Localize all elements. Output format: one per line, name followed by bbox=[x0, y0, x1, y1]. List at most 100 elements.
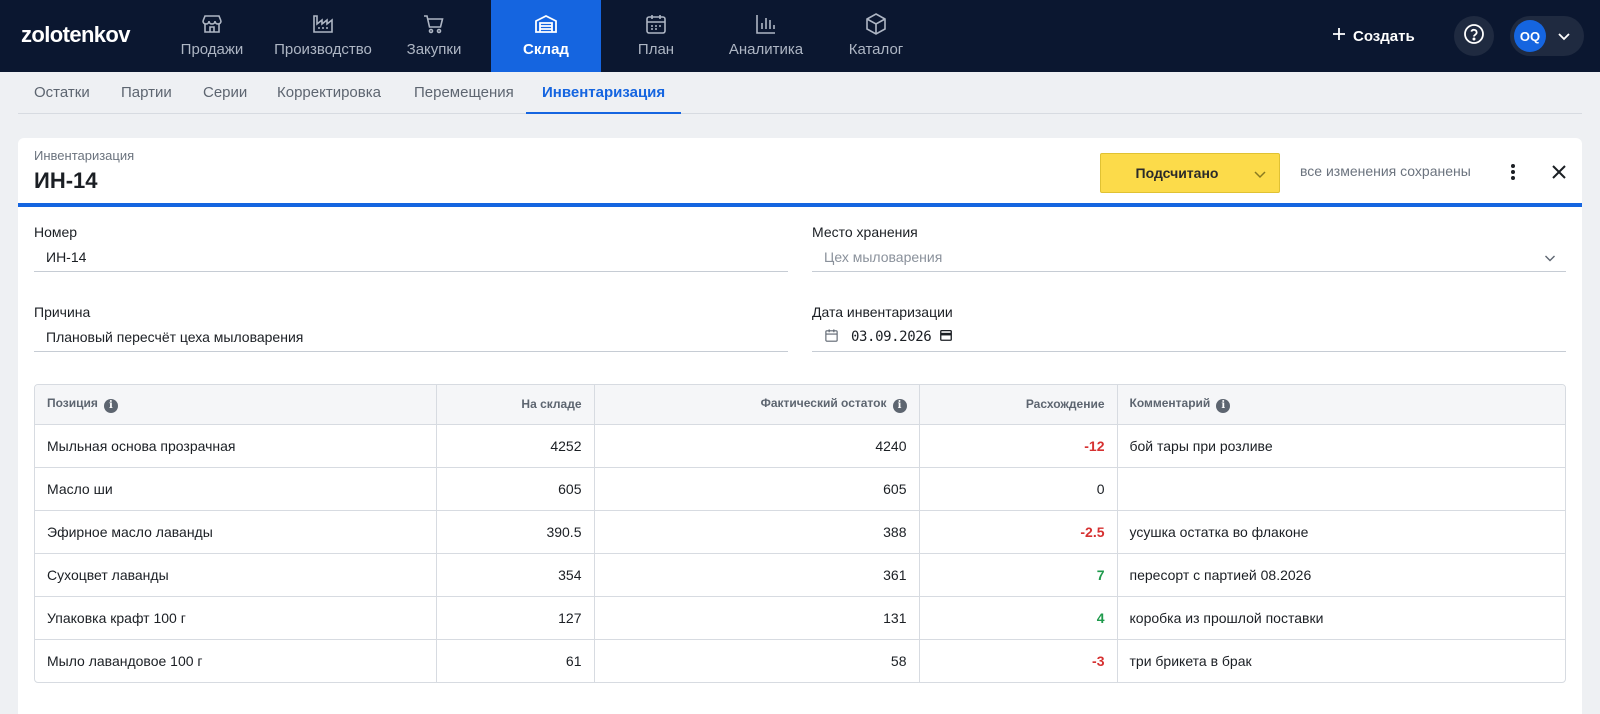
cell-actual[interactable]: 605 bbox=[594, 467, 920, 511]
close-button[interactable] bbox=[1548, 161, 1570, 183]
cell-position: Эфирное масло лаванды bbox=[35, 510, 437, 554]
reason-value: Плановый пересчёт цеха мыловарения bbox=[46, 328, 304, 345]
date-field[interactable]: 03.09.2026 bbox=[812, 322, 1566, 352]
cell-comment[interactable] bbox=[1117, 467, 1565, 511]
chevron-down-icon bbox=[1253, 167, 1267, 184]
nav-item-production[interactable]: Производство bbox=[266, 0, 380, 72]
cell-in-stock: 61 bbox=[436, 639, 595, 682]
brand-logo[interactable]: zolotenkov bbox=[21, 22, 131, 47]
cell-actual[interactable]: 4240 bbox=[594, 424, 920, 468]
cell-position: Сухоцвет лаванды bbox=[35, 553, 437, 597]
inventory-table: Позиция i На складе Фактический остаток i … bbox=[34, 384, 1566, 683]
cell-position: Масло ши bbox=[35, 467, 437, 511]
cell-in-stock: 4252 bbox=[436, 424, 595, 468]
nav-item-plan[interactable]: План bbox=[616, 0, 696, 72]
status-dropdown[interactable]: Подсчитано bbox=[1100, 153, 1280, 193]
cell-comment[interactable]: усушка остатка во флаконе bbox=[1117, 510, 1565, 554]
column-header-actual[interactable]: Фактический остаток i bbox=[594, 385, 920, 425]
nav-item-label: Склад bbox=[523, 41, 569, 58]
date-value: 03.09.2026 bbox=[851, 328, 932, 345]
create-button-label: Создать bbox=[1353, 27, 1415, 45]
cell-in-stock: 390.5 bbox=[436, 510, 595, 554]
nav-item-label: План bbox=[637, 41, 675, 58]
create-button[interactable]: Создать bbox=[1332, 23, 1415, 49]
cell-actual[interactable]: 58 bbox=[594, 639, 920, 682]
more-vertical-icon bbox=[1507, 164, 1519, 188]
cell-actual[interactable]: 388 bbox=[594, 510, 920, 554]
inventory-document-card: Инвентаризация ИН-14 Подсчитано все изме… bbox=[18, 138, 1582, 714]
calendar-icon bbox=[824, 328, 839, 346]
column-header-label: Комментарий bbox=[1129, 395, 1211, 410]
table-row[interactable]: Эфирное масло лаванды 390.5 388 -2.5 усу… bbox=[35, 510, 1565, 554]
tab-adjustment[interactable]: Корректировка bbox=[277, 84, 381, 101]
date-picker-icon[interactable] bbox=[939, 328, 953, 345]
accent-divider bbox=[18, 203, 1582, 207]
nav-item-analytics[interactable]: Аналитика bbox=[716, 0, 816, 72]
nav-item-catalog[interactable]: Каталог bbox=[832, 0, 920, 72]
bar-chart-icon bbox=[754, 12, 778, 36]
tab-series[interactable]: Серии bbox=[203, 84, 248, 101]
column-header-diff[interactable]: Расхождение bbox=[919, 385, 1118, 425]
cell-diff: 7 bbox=[919, 553, 1118, 597]
nav-item-label: Продажи bbox=[180, 41, 244, 58]
tab-inventory[interactable]: Инвентаризация bbox=[526, 72, 682, 114]
reason-label: Причина bbox=[34, 304, 91, 320]
cell-comment[interactable]: пересорт с партией 08.2026 bbox=[1117, 553, 1565, 597]
info-icon[interactable]: i bbox=[1216, 398, 1231, 413]
column-header-label: Позиция bbox=[47, 395, 98, 410]
table-row[interactable]: Масло ши 605 605 0 bbox=[35, 467, 1565, 511]
tab-stock[interactable]: Остатки bbox=[34, 84, 90, 101]
chevron-down-icon bbox=[1544, 251, 1556, 267]
reason-field[interactable]: Плановый пересчёт цеха мыловарения bbox=[34, 322, 788, 352]
cell-position: Упаковка крафт 100 г bbox=[35, 596, 437, 640]
nav-item-label: Закупки bbox=[406, 41, 462, 58]
nav-item-warehouse[interactable]: Склад bbox=[491, 0, 601, 72]
storage-select[interactable]: Цех мыловарения bbox=[812, 242, 1566, 272]
store-icon bbox=[200, 12, 224, 36]
table-row[interactable]: Сухоцвет лаванды 354 361 7 пересорт с па… bbox=[35, 553, 1565, 597]
cell-comment[interactable]: коробка из прошлой поставки bbox=[1117, 596, 1565, 640]
cell-diff: -12 bbox=[919, 424, 1118, 468]
question-circle-icon bbox=[1463, 23, 1485, 50]
nav-item-sales[interactable]: Продажи bbox=[170, 0, 254, 72]
cell-in-stock: 605 bbox=[436, 467, 595, 511]
cell-diff: -3 bbox=[919, 639, 1118, 682]
cell-comment[interactable]: бой тары при розливе bbox=[1117, 424, 1565, 468]
info-icon[interactable]: i bbox=[892, 398, 907, 413]
column-header-in-stock[interactable]: На складе bbox=[436, 385, 595, 425]
cart-icon bbox=[422, 12, 446, 36]
storage-placeholder: Цех мыловарения bbox=[824, 248, 943, 265]
save-status-text: все изменения сохранены bbox=[1300, 163, 1471, 179]
nav-item-label: Производство bbox=[274, 41, 372, 58]
cell-position: Мыльная основа прозрачная bbox=[35, 424, 437, 468]
close-icon bbox=[1548, 165, 1570, 187]
table-row[interactable]: Упаковка крафт 100 г 127 131 4 коробка и… bbox=[35, 596, 1565, 640]
document-kind: Инвентаризация bbox=[34, 148, 135, 163]
date-label: Дата инвентаризации bbox=[812, 304, 953, 320]
cell-comment[interactable]: три брикета в брак bbox=[1129, 652, 1252, 669]
plus-icon bbox=[1332, 27, 1346, 45]
more-menu-button[interactable] bbox=[1507, 160, 1519, 184]
table-row[interactable]: Мыльная основа прозрачная 4252 4240 -12 … bbox=[35, 424, 1565, 468]
info-icon[interactable]: i bbox=[103, 398, 118, 413]
nav-item-label: Аналитика bbox=[728, 41, 804, 58]
calendar-icon bbox=[644, 12, 668, 36]
avatar: OQ bbox=[1514, 20, 1546, 52]
help-button[interactable] bbox=[1454, 16, 1494, 56]
table-row[interactable]: Мыло лавандовое 100 г 61 58 -3 три брике… bbox=[35, 639, 1565, 682]
cube-icon bbox=[864, 12, 888, 36]
page-title: ИН-14 bbox=[34, 168, 98, 193]
tab-batches[interactable]: Партии bbox=[121, 84, 172, 101]
chevron-down-icon bbox=[1556, 28, 1572, 49]
tab-transfers[interactable]: Перемещения bbox=[414, 84, 514, 101]
nav-item-purchases[interactable]: Закупки bbox=[392, 0, 476, 72]
cell-diff: 4 bbox=[919, 596, 1118, 640]
column-header-comment[interactable]: Комментарий i bbox=[1117, 385, 1565, 425]
cell-actual[interactable]: 131 bbox=[594, 596, 920, 640]
column-header-position[interactable]: Позиция i bbox=[35, 385, 437, 425]
number-field[interactable]: ИН-14 bbox=[34, 242, 788, 272]
cell-actual[interactable]: 361 bbox=[594, 553, 920, 597]
status-label: Подсчитано bbox=[1135, 165, 1219, 181]
user-menu[interactable]: OQ bbox=[1510, 16, 1584, 56]
cell-diff: -2.5 bbox=[919, 510, 1118, 554]
